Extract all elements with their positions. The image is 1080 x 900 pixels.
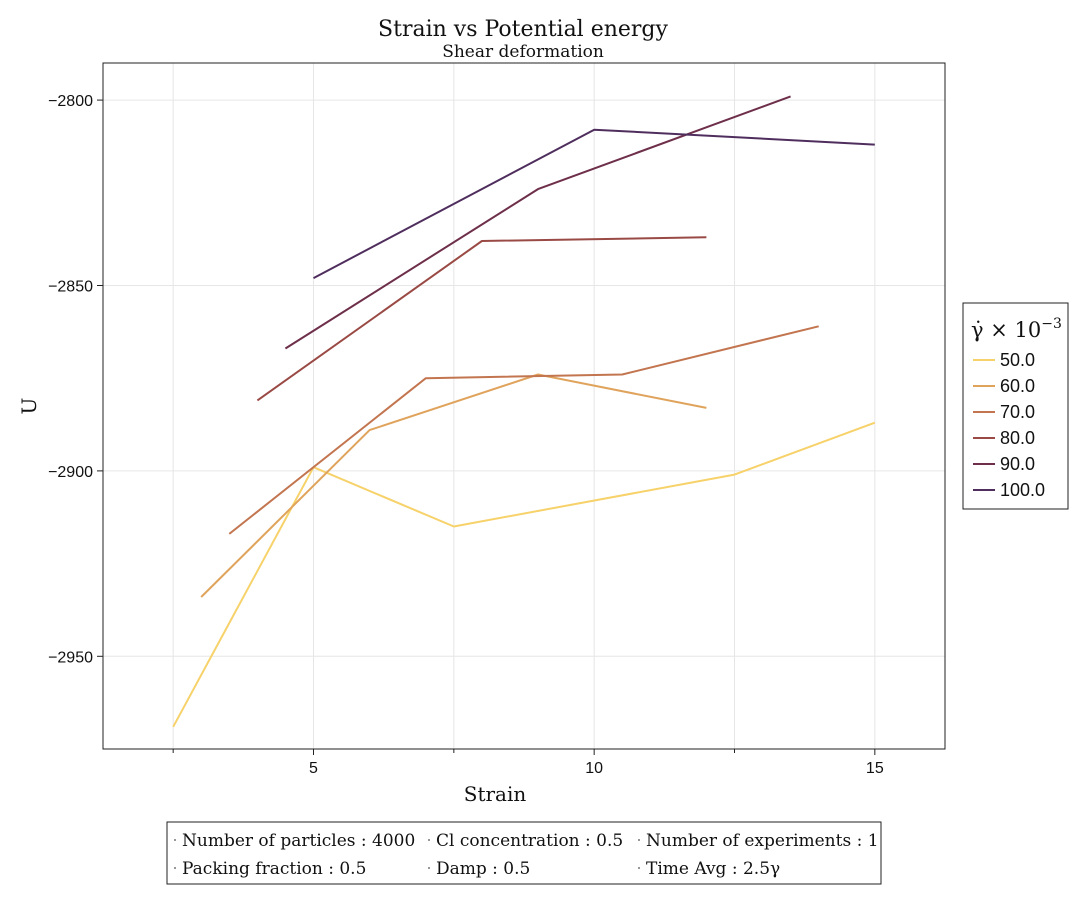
info-cell: Number of experiments : 1 [646,831,879,851]
info-bullet [428,839,430,841]
legend: γ̇ × 10−3 50.0 60.0 70.0 80.0 90.0 100.0 [962,302,1069,510]
series-line [313,128,875,279]
y-tick-label: −2850 [48,278,93,295]
grid-lines [103,63,945,749]
info-bullet [638,839,640,841]
info-cell: Number of particles : 4000 [182,831,415,851]
x-tick-label: 10 [585,760,603,777]
legend-entries: 50.0 60.0 70.0 80.0 90.0 100.0 [973,350,1045,500]
legend-frame [962,302,1069,510]
info-cell: Damp : 0.5 [436,859,530,879]
series-line [228,325,819,535]
legend-title-base: γ̇ × 10 [971,318,1041,342]
plot-area-frame [102,62,946,750]
y-tick-label: −2900 [48,464,93,481]
series-line [172,421,876,728]
x-tick-label: 15 [866,760,884,777]
legend-label: 60.0 [1000,376,1035,396]
y-tick-label: −2800 [48,93,93,110]
y-axis-label: U [17,398,41,415]
legend-title: γ̇ × 10−3 [971,316,1062,342]
info-bullet [638,867,640,869]
x-tick-label: 5 [309,760,318,777]
info-bullets [174,839,640,869]
legend-label: 50.0 [1000,350,1035,370]
info-box-frame [166,821,882,885]
x-axis-label: Strain [464,782,527,806]
info-bullet [174,839,176,841]
legend-label: 80.0 [1000,428,1035,448]
legend-label: 70.0 [1000,402,1035,422]
axis-ticks: 5 10 15 −2950 −2900 −2850 −2800 [48,93,884,777]
chart-subtitle: Shear deformation [442,42,604,62]
chart-title: Strain vs Potential energy [378,17,668,42]
y-tick-label: −2950 [48,649,93,666]
legend-label: 90.0 [1000,454,1035,474]
info-cell: Cl concentration : 0.5 [436,831,623,851]
legend-label: 100.0 [1000,480,1045,500]
info-bullet [428,867,430,869]
info-cell: Time Avg : 2.5γ [646,859,780,879]
series-line [284,95,791,350]
series-line [256,236,707,402]
info-cell: Packing fraction : 0.5 [182,859,366,879]
legend-title-exp: −3 [1041,316,1062,332]
series-line [200,373,707,598]
info-box: Number of particles : 4000 Cl concentrat… [166,821,882,885]
series-lines [172,95,876,728]
info-bullet [174,867,176,869]
